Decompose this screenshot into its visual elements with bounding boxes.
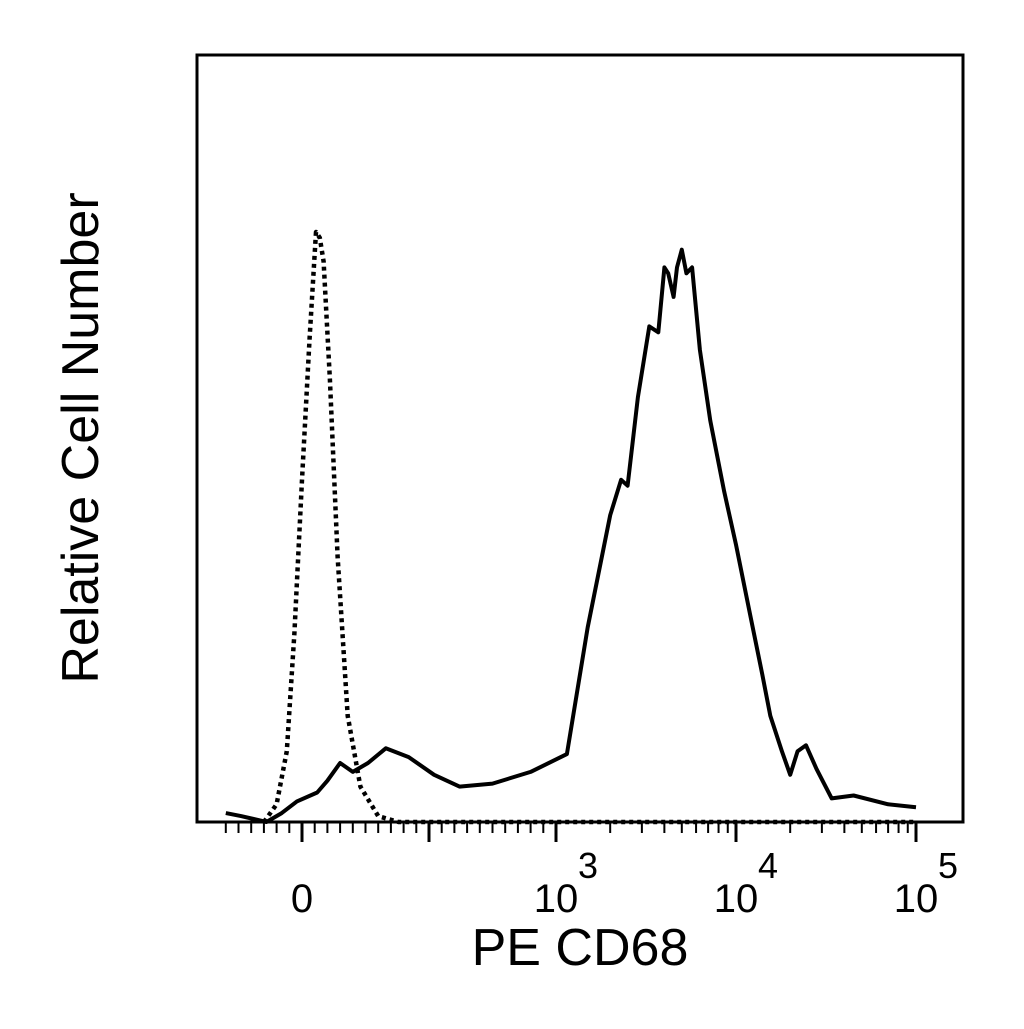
x-tick-label-0: 0 — [291, 877, 313, 921]
plot-frame — [195, 53, 965, 824]
y-axis-title: Relative Cell Number — [52, 192, 110, 683]
x-tick-label-2: 10 — [714, 877, 759, 921]
cd68-stained-curve — [225, 247, 917, 824]
x-tick-label-exp-1: 3 — [578, 845, 598, 886]
isotype-control-curve — [262, 229, 916, 825]
x-tick-label-exp-2: 4 — [758, 845, 778, 886]
x-tick-label-exp-3: 5 — [938, 845, 958, 886]
x-tick-label-3: 10 — [894, 877, 939, 921]
x-tick-label-1: 10 — [534, 877, 579, 921]
x-axis-title: PE CD68 — [472, 919, 689, 977]
series-layer — [225, 229, 917, 825]
x-axis-ticks — [224, 822, 918, 842]
